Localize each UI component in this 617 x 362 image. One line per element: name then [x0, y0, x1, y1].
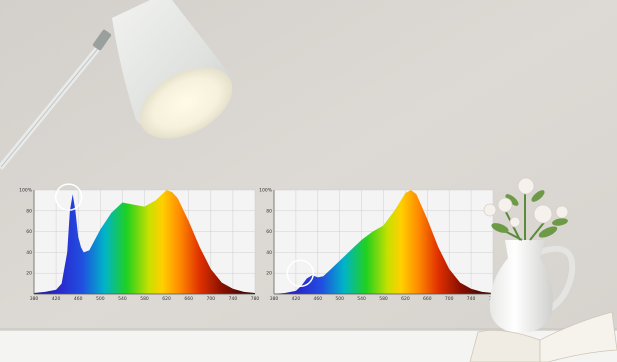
leaves — [491, 190, 568, 238]
x-tick-label: 380 — [270, 296, 279, 302]
vase-handle — [539, 245, 576, 313]
flower-vase — [483, 177, 576, 332]
lamp-joint — [92, 29, 112, 51]
x-tick-label: 620 — [162, 296, 171, 302]
x-tick-label: 460 — [74, 296, 83, 302]
x-tick-label: 580 — [379, 296, 388, 302]
blue-peak-circle — [54, 183, 83, 211]
x-tick-label: 540 — [118, 296, 127, 302]
y-tick-label: 80 — [26, 208, 32, 214]
y-tick-label: 100% — [259, 188, 273, 194]
x-tick-label: 660 — [423, 296, 432, 302]
open-book — [469, 311, 617, 362]
x-tick-label: 500 — [96, 296, 105, 302]
x-tick-label: 420 — [292, 296, 301, 302]
x-tick-label: 460 — [314, 296, 323, 302]
desk-lamp — [0, 0, 233, 170]
x-tick-label: 660 — [184, 296, 193, 302]
y-tick-label: 20 — [266, 271, 272, 277]
spectrum-area — [34, 190, 255, 294]
x-tick-label: 740 — [467, 296, 476, 302]
x-tick-label: 780 — [251, 296, 260, 302]
blue-valley-circle — [286, 259, 315, 288]
x-tick-label: 380 — [30, 296, 39, 302]
spectrum-chart-2: 380420460500540580620660700740780100%806… — [259, 188, 497, 303]
y-tick-label: 60 — [266, 229, 272, 235]
table-edge-shadow — [0, 328, 617, 331]
y-tick-label: 20 — [26, 271, 32, 277]
x-tick-label: 620 — [401, 296, 410, 302]
x-tick-label: 700 — [207, 296, 216, 302]
white-roses — [483, 177, 569, 228]
spectrum-chart-1: 380 420 460 500 540 580 620 660 700 740 780 100% 80 6… — [19, 183, 260, 302]
vase-body — [489, 240, 553, 332]
y-tick-label: 40 — [26, 250, 32, 256]
y-tick-label: 40 — [266, 250, 272, 256]
y-tick-label: 60 — [26, 229, 32, 235]
x-tick-label: 540 — [357, 296, 366, 302]
x-tick-label: 420 — [52, 296, 61, 302]
lamp-bulb-opening — [139, 67, 233, 139]
y-tick-label: 80 — [266, 208, 272, 214]
x-tick-label: 740 — [229, 296, 238, 302]
x-tick-label: 500 — [335, 296, 344, 302]
x-tick-label: 700 — [445, 296, 454, 302]
spectrum-area — [274, 190, 493, 294]
x-tick-label: 580 — [140, 296, 149, 302]
y-tick-label: 100% — [19, 188, 33, 194]
